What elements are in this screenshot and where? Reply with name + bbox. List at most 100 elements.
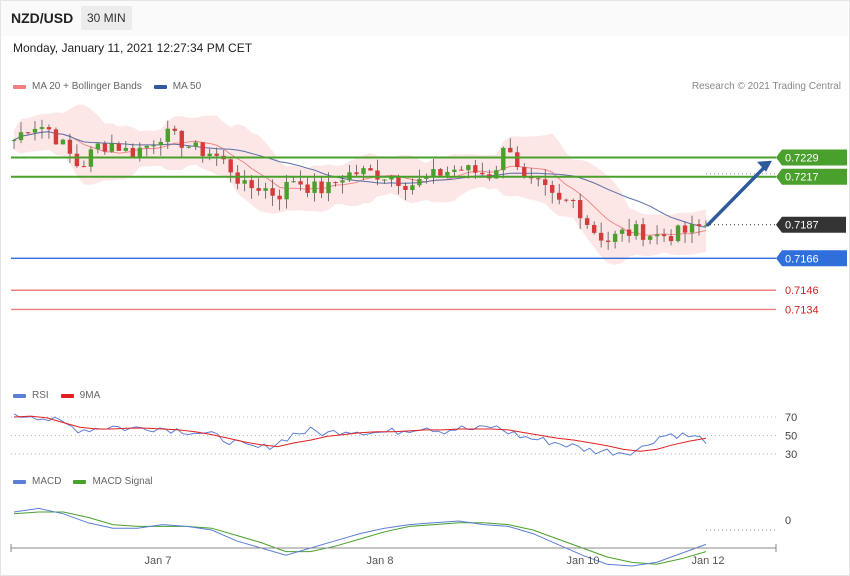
candle	[242, 170, 247, 192]
candle	[165, 120, 170, 150]
candle	[186, 145, 191, 149]
rsi-tick-label: 70	[785, 412, 797, 424]
candle	[11, 138, 17, 149]
candle-body	[647, 236, 653, 240]
candle	[550, 180, 555, 204]
macd-signal-swatch	[73, 479, 87, 484]
candle	[682, 221, 688, 243]
candle	[584, 215, 590, 229]
candle-body	[25, 132, 31, 134]
candle	[696, 219, 702, 236]
candle	[452, 165, 457, 178]
ma50-line	[13, 131, 707, 228]
candle	[417, 169, 422, 188]
candle	[501, 146, 506, 179]
candle	[200, 142, 205, 163]
candle-body	[598, 232, 604, 241]
rsi-tick-label: 50	[785, 431, 797, 443]
candle	[570, 198, 576, 209]
candle-body	[46, 127, 52, 130]
candle-body	[32, 128, 38, 133]
candle-body	[689, 224, 695, 233]
candle-body	[137, 147, 143, 157]
pivot-label: 0.7166	[785, 253, 819, 265]
candle-body	[109, 143, 115, 152]
candle-body	[612, 233, 618, 242]
candle-body	[95, 143, 101, 150]
candle	[249, 175, 254, 199]
candle	[368, 164, 373, 171]
rsi-tick-label: 30	[785, 449, 797, 461]
resistance-tag: 0.7217	[776, 168, 847, 185]
candle-body	[668, 236, 674, 242]
candle-body	[81, 166, 87, 168]
support-label: 0.7146	[785, 285, 819, 297]
candle	[605, 231, 611, 250]
candle	[81, 160, 87, 168]
candle-body	[564, 199, 569, 201]
rsi-ma-legend-label: 9MA	[79, 390, 101, 401]
candle-body	[626, 229, 632, 236]
candle-body	[151, 145, 156, 147]
timestamp: Monday, January 11, 2021 12:27:34 PM CET	[13, 41, 253, 55]
resistance-label: 0.7217	[785, 172, 819, 184]
candle	[396, 174, 401, 195]
candle-body	[557, 192, 562, 200]
support-label: 0.7134	[785, 304, 819, 316]
candle-body	[431, 169, 436, 178]
candle	[557, 183, 562, 205]
candle-body	[354, 172, 359, 175]
candle	[116, 141, 122, 151]
rsi-swatch	[13, 393, 26, 398]
candle	[277, 189, 282, 211]
candle	[577, 193, 583, 230]
candle-body	[200, 142, 205, 156]
candle-body	[305, 184, 310, 193]
candle	[263, 182, 268, 199]
candle-body	[186, 146, 191, 148]
candle	[340, 175, 345, 194]
x-tick-label: Jan 10	[566, 555, 599, 567]
timeframe-button[interactable]: 30 MIN	[81, 6, 132, 30]
x-tick-label: Jan 8	[367, 555, 394, 567]
candle	[703, 220, 709, 227]
candle-body	[619, 229, 625, 234]
candle-body	[193, 142, 198, 147]
candle-body	[60, 139, 66, 145]
candle	[661, 228, 667, 242]
pivot-tag: 0.7166	[776, 250, 847, 267]
candle-body	[235, 172, 240, 184]
candle	[382, 179, 387, 184]
candle-body	[494, 170, 499, 179]
candle	[179, 130, 184, 158]
candle	[675, 224, 681, 243]
resistance-tag-bg	[776, 149, 847, 166]
candle-body	[570, 200, 576, 202]
candle-body	[675, 225, 681, 242]
candle-body	[67, 139, 73, 154]
ma50-legend-label: MA 50	[172, 81, 202, 92]
candle-body	[501, 147, 506, 171]
candle-body	[18, 132, 24, 141]
candle-body	[130, 147, 136, 157]
candle	[410, 178, 415, 195]
candle-body	[53, 129, 59, 145]
rsi-ma-line	[13, 415, 707, 452]
candle-body	[410, 185, 415, 191]
candle-body	[459, 169, 464, 171]
candle	[158, 138, 163, 156]
candle	[431, 159, 436, 184]
candle-body	[473, 165, 478, 173]
candle	[270, 179, 275, 206]
resistance-tag-bg	[776, 168, 847, 185]
candle	[151, 140, 156, 155]
candle-body	[605, 240, 611, 242]
candle-body	[480, 172, 485, 175]
candle	[564, 198, 569, 203]
candle-body	[633, 224, 639, 236]
candle-body	[172, 128, 177, 131]
candle-body	[417, 178, 422, 186]
forecast-arrow-head	[757, 160, 772, 172]
candle-body	[438, 169, 443, 176]
